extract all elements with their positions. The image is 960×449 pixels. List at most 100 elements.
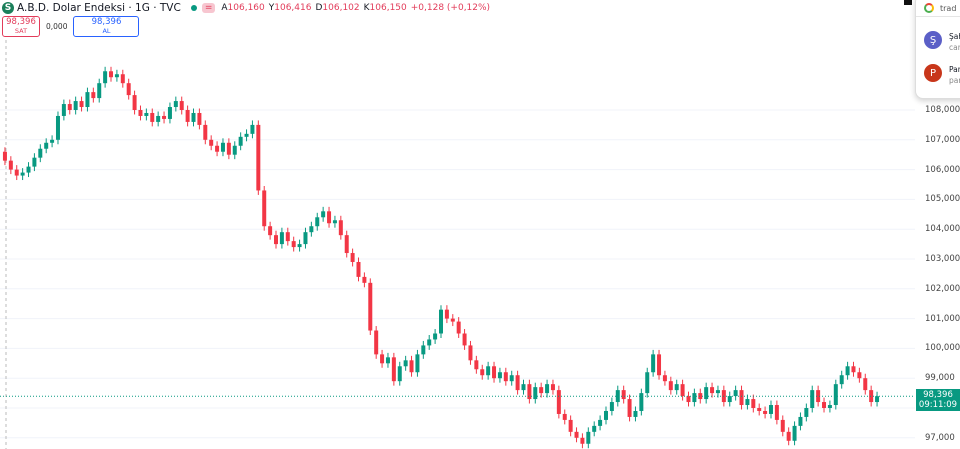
candle-body bbox=[639, 393, 644, 411]
price-tick: 107,000 bbox=[925, 134, 960, 145]
candle-body bbox=[8, 160, 13, 170]
candle-body bbox=[486, 366, 491, 376]
candle-body bbox=[780, 419, 785, 432]
candle-body bbox=[456, 321, 461, 334]
candle-body bbox=[497, 372, 502, 379]
notification-item[interactable]: Ş Şahcar bbox=[924, 31, 960, 53]
price-tick: 99,000 bbox=[925, 373, 955, 384]
avatar: Ş bbox=[924, 31, 942, 49]
candle-body bbox=[810, 390, 815, 408]
candle-body bbox=[109, 71, 114, 78]
candle-body bbox=[845, 366, 850, 376]
candle-body bbox=[79, 101, 84, 108]
candle-body bbox=[792, 425, 797, 441]
candle-body bbox=[415, 354, 420, 373]
candle-body bbox=[309, 226, 314, 233]
candle-body bbox=[822, 402, 827, 408]
candle-body bbox=[562, 413, 567, 420]
candle-body bbox=[657, 354, 662, 376]
candle-body bbox=[462, 333, 467, 346]
candle-body bbox=[120, 74, 125, 84]
candle-body bbox=[739, 390, 744, 406]
chrome-icon bbox=[924, 3, 934, 13]
candle-body bbox=[279, 232, 284, 245]
candle-body bbox=[162, 115, 167, 119]
candle-body bbox=[686, 396, 691, 403]
candle-body bbox=[568, 419, 573, 432]
candle-body bbox=[627, 399, 632, 417]
candle-body bbox=[91, 92, 96, 99]
candle-body bbox=[173, 101, 178, 108]
buy-button[interactable]: 98,396 AL bbox=[73, 16, 140, 37]
candle-body bbox=[391, 357, 396, 382]
price-tick: 106,000 bbox=[925, 164, 960, 175]
candle-body bbox=[615, 390, 620, 403]
candle-body bbox=[185, 110, 190, 122]
ohlc-close: K106,150 bbox=[363, 3, 407, 13]
candle-body bbox=[362, 276, 367, 283]
notification-item[interactable]: P Parpar bbox=[924, 64, 960, 86]
candle-body bbox=[857, 372, 862, 379]
price-tick: 101,000 bbox=[925, 313, 960, 324]
candle-body bbox=[50, 139, 55, 143]
candle-body bbox=[710, 387, 715, 394]
candle-body bbox=[232, 145, 237, 155]
candle-body bbox=[344, 235, 349, 254]
candle-body bbox=[480, 369, 485, 376]
candle-body bbox=[533, 387, 538, 400]
candle-body bbox=[474, 360, 479, 370]
price-tick: 105,000 bbox=[925, 194, 960, 205]
candle-body bbox=[126, 83, 131, 96]
candle-body bbox=[179, 101, 184, 110]
candle-body bbox=[816, 390, 821, 403]
symbol-logo-icon: S bbox=[2, 2, 14, 14]
candle-body bbox=[609, 402, 614, 411]
equal-badge[interactable]: = bbox=[201, 3, 216, 13]
candle-body bbox=[291, 241, 296, 248]
candle-body bbox=[138, 110, 143, 116]
candlestick-chart[interactable] bbox=[0, 0, 915, 449]
candle-body bbox=[545, 384, 550, 394]
price-tick: 102,000 bbox=[925, 283, 960, 294]
candle-body bbox=[26, 166, 31, 173]
candle-body bbox=[757, 408, 762, 411]
candle-body bbox=[61, 104, 66, 116]
sell-button[interactable]: 98,396 SAT bbox=[2, 16, 40, 37]
candle-body bbox=[368, 282, 373, 331]
candle-body bbox=[85, 92, 90, 108]
price-tick: 100,000 bbox=[925, 343, 960, 354]
ohlc-low: D106,102 bbox=[315, 3, 360, 13]
chart-legend: S A.B.D. Dolar Endeksi · 1G · TVC = A106… bbox=[2, 2, 494, 14]
candle-body bbox=[798, 416, 803, 426]
candle-body bbox=[220, 142, 225, 152]
candle-body bbox=[680, 384, 685, 397]
candle-body bbox=[380, 354, 385, 364]
candle-body bbox=[433, 333, 438, 340]
candle-body bbox=[67, 104, 72, 110]
candle-body bbox=[598, 419, 603, 426]
candle-body bbox=[863, 378, 868, 391]
spread-value: 0,000 bbox=[46, 22, 68, 31]
ohlc-high: Y106,416 bbox=[268, 3, 312, 13]
trade-buttons: 98,396 SAT 0,000 98,396 AL bbox=[2, 16, 140, 37]
last-price-label: 98,396 09:11:09 bbox=[916, 389, 960, 411]
candle-body bbox=[32, 157, 37, 167]
symbol-title[interactable]: A.B.D. Dolar Endeksi · 1G · TVC bbox=[17, 2, 181, 14]
market-status-icon bbox=[190, 5, 197, 11]
candle-body bbox=[633, 410, 638, 417]
candle-body bbox=[385, 357, 390, 364]
candle-body bbox=[851, 366, 856, 373]
candle-body bbox=[521, 384, 526, 391]
candle-body bbox=[409, 360, 414, 373]
candle-body bbox=[297, 244, 302, 248]
notification-popup[interactable]: trad Ş Şahcar P Parpar bbox=[915, 0, 960, 99]
candle-body bbox=[191, 112, 196, 122]
candle-body bbox=[55, 115, 60, 140]
candle-body bbox=[839, 375, 844, 385]
candle-body bbox=[156, 115, 161, 122]
candle-body bbox=[427, 339, 432, 346]
candle-body bbox=[444, 309, 449, 319]
price-tick: 104,000 bbox=[925, 224, 960, 235]
candle-body bbox=[321, 211, 326, 218]
candle-body bbox=[698, 393, 703, 400]
